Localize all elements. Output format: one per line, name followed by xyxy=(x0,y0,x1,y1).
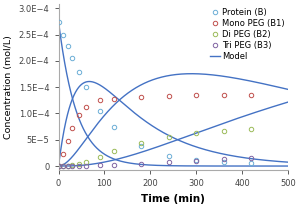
Di PEG (B2) xyxy=(57,165,60,167)
Di PEG (B2) xyxy=(61,165,65,167)
Tri PEG (B3) xyxy=(57,165,60,167)
X-axis label: Time (min): Time (min) xyxy=(141,194,205,204)
Mono PEG (B1) xyxy=(66,140,70,142)
Tri PEG (B3) xyxy=(66,165,70,167)
Tri PEG (B3) xyxy=(84,165,88,167)
Protein (B) xyxy=(98,110,102,112)
Mono PEG (B1) xyxy=(98,99,102,102)
Mono PEG (B1) xyxy=(167,94,170,97)
Tri PEG (B3) xyxy=(167,161,170,163)
Line: Mono PEG (B1): Mono PEG (B1) xyxy=(56,92,254,168)
Mono PEG (B1) xyxy=(249,93,253,96)
Mono PEG (B1) xyxy=(70,127,74,129)
Protein (B) xyxy=(66,45,70,47)
Protein (B) xyxy=(139,145,143,147)
Di PEG (B2) xyxy=(167,136,170,138)
Mono PEG (B1) xyxy=(222,93,226,96)
Mono PEG (B1) xyxy=(194,93,198,96)
Di PEG (B2) xyxy=(139,142,143,144)
Tri PEG (B3) xyxy=(61,165,65,167)
Mono PEG (B1) xyxy=(57,165,60,167)
Di PEG (B2) xyxy=(70,164,74,166)
Mono PEG (B1) xyxy=(84,106,88,108)
Protein (B) xyxy=(77,71,81,74)
Di PEG (B2) xyxy=(194,132,198,134)
Line: Protein (B): Protein (B) xyxy=(56,19,254,165)
Tri PEG (B3) xyxy=(249,157,253,160)
Protein (B) xyxy=(194,158,198,161)
Di PEG (B2) xyxy=(249,128,253,130)
Mono PEG (B1) xyxy=(77,113,81,116)
Tri PEG (B3) xyxy=(222,158,226,161)
Tri PEG (B3) xyxy=(98,164,102,167)
Tri PEG (B3) xyxy=(139,163,143,165)
Di PEG (B2) xyxy=(66,164,70,167)
Tri PEG (B3) xyxy=(70,165,74,167)
Protein (B) xyxy=(70,57,74,59)
Tri PEG (B3) xyxy=(194,159,198,162)
Y-axis label: Concentration (mol/L): Concentration (mol/L) xyxy=(4,35,13,139)
Mono PEG (B1) xyxy=(61,153,65,156)
Line: Di PEG (B2): Di PEG (B2) xyxy=(56,126,254,168)
Protein (B) xyxy=(61,33,65,36)
Di PEG (B2) xyxy=(112,150,116,153)
Protein (B) xyxy=(112,125,116,128)
Legend: Protein (B), Mono PEG (B1), Di PEG (B2), Tri PEG (B3), Model: Protein (B), Mono PEG (B1), Di PEG (B2),… xyxy=(209,7,286,62)
Protein (B) xyxy=(57,20,60,23)
Di PEG (B2) xyxy=(222,130,226,132)
Di PEG (B2) xyxy=(98,156,102,158)
Protein (B) xyxy=(167,154,170,157)
Di PEG (B2) xyxy=(84,161,88,164)
Mono PEG (B1) xyxy=(139,95,143,98)
Tri PEG (B3) xyxy=(112,164,116,166)
Protein (B) xyxy=(222,161,226,163)
Protein (B) xyxy=(249,162,253,164)
Line: Tri PEG (B3): Tri PEG (B3) xyxy=(56,156,254,168)
Mono PEG (B1) xyxy=(112,98,116,100)
Protein (B) xyxy=(84,86,88,88)
Tri PEG (B3) xyxy=(77,165,81,167)
Di PEG (B2) xyxy=(77,163,81,165)
